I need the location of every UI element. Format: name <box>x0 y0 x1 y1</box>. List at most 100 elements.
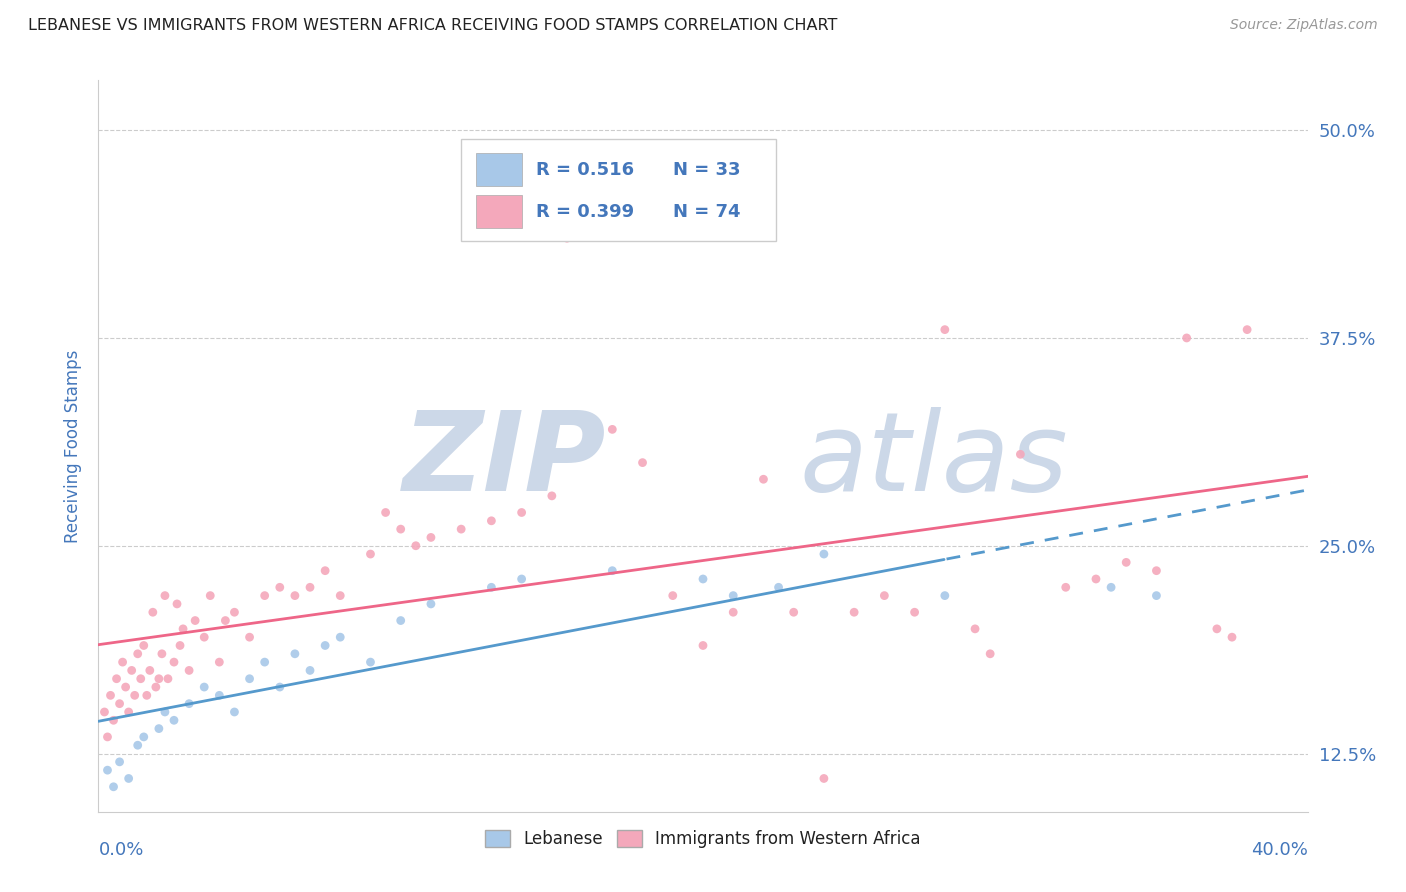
Point <box>103 780 125 794</box>
Point <box>132 730 155 744</box>
Point <box>692 639 714 653</box>
Point <box>224 605 246 619</box>
Point <box>96 763 118 777</box>
Text: ZIP: ZIP <box>402 407 606 514</box>
Point <box>1220 630 1243 644</box>
Point <box>723 605 745 619</box>
Point <box>148 672 170 686</box>
Point <box>108 755 131 769</box>
Point <box>108 697 131 711</box>
Point <box>118 705 141 719</box>
Point <box>934 589 956 603</box>
Point <box>329 589 352 603</box>
Point <box>540 489 562 503</box>
Point <box>163 714 186 728</box>
Point <box>813 547 835 561</box>
Point <box>389 614 412 628</box>
Point <box>555 231 578 245</box>
Point <box>360 547 382 561</box>
Point <box>389 522 412 536</box>
Point <box>1175 331 1198 345</box>
Point <box>214 614 236 628</box>
Point <box>253 589 276 603</box>
Point <box>103 714 125 728</box>
Point <box>299 664 322 678</box>
Point <box>405 539 427 553</box>
Point <box>118 772 141 786</box>
Point <box>172 622 194 636</box>
Point <box>1099 580 1122 594</box>
Point <box>1236 323 1258 337</box>
Point <box>127 738 149 752</box>
Point <box>208 655 231 669</box>
Point <box>200 589 222 603</box>
Point <box>142 605 165 619</box>
Point <box>166 597 188 611</box>
Point <box>314 564 336 578</box>
Point <box>481 514 503 528</box>
Point <box>783 605 806 619</box>
Point <box>1146 589 1168 603</box>
Point <box>253 655 276 669</box>
Point <box>768 580 790 594</box>
Point <box>571 206 593 220</box>
Point <box>752 472 775 486</box>
Point <box>129 672 152 686</box>
Point <box>284 589 307 603</box>
Point <box>139 664 162 678</box>
Point <box>239 630 262 644</box>
Point <box>169 639 191 653</box>
Point <box>1010 447 1032 461</box>
Point <box>934 323 956 337</box>
Point <box>360 655 382 669</box>
Point <box>148 722 170 736</box>
Point <box>329 630 352 644</box>
Point <box>1115 555 1137 569</box>
Point <box>602 422 624 436</box>
Point <box>179 697 201 711</box>
Text: atlas: atlas <box>800 407 1069 514</box>
Text: 0.0%: 0.0% <box>98 841 143 859</box>
Point <box>661 589 683 603</box>
Point <box>602 564 624 578</box>
Point <box>692 572 714 586</box>
Point <box>374 506 396 520</box>
Point <box>450 522 472 536</box>
Point <box>813 772 835 786</box>
FancyBboxPatch shape <box>461 139 776 241</box>
FancyBboxPatch shape <box>475 195 522 228</box>
Point <box>193 630 215 644</box>
Point <box>1206 622 1229 636</box>
Point <box>979 647 1001 661</box>
Point <box>184 614 207 628</box>
Point <box>904 605 927 619</box>
Point <box>127 647 149 661</box>
Point <box>299 580 322 594</box>
Point <box>314 639 336 653</box>
Point <box>239 672 262 686</box>
Point <box>111 655 134 669</box>
Text: R = 0.516: R = 0.516 <box>536 161 634 178</box>
Point <box>145 680 167 694</box>
Text: N = 74: N = 74 <box>672 203 741 221</box>
FancyBboxPatch shape <box>475 153 522 186</box>
Text: N = 33: N = 33 <box>672 161 741 178</box>
Point <box>132 639 155 653</box>
Point <box>153 705 176 719</box>
Point <box>965 622 987 636</box>
Point <box>269 580 291 594</box>
Point <box>420 597 443 611</box>
Point <box>844 605 866 619</box>
Point <box>873 589 896 603</box>
Point <box>510 572 533 586</box>
Point <box>1085 572 1108 586</box>
Point <box>269 680 291 694</box>
Point <box>121 664 143 678</box>
Point <box>114 680 136 694</box>
Point <box>93 705 115 719</box>
Point <box>105 672 128 686</box>
Point <box>163 655 186 669</box>
Text: R = 0.399: R = 0.399 <box>536 203 634 221</box>
Legend: Lebanese, Immigrants from Western Africa: Lebanese, Immigrants from Western Africa <box>479 823 927 855</box>
Point <box>481 580 503 594</box>
